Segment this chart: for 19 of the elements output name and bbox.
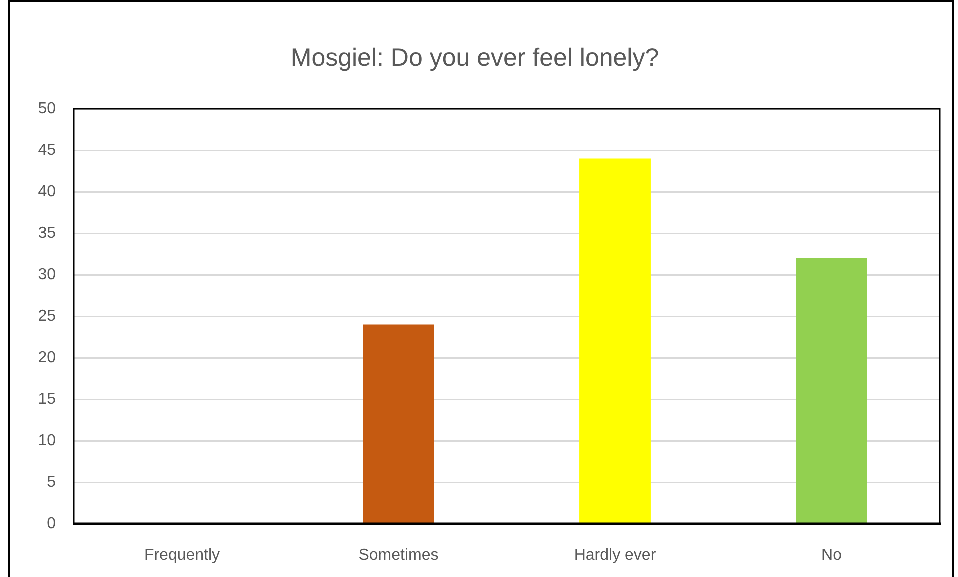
chart-title: Mosgiel: Do you ever feel lonely?	[290, 44, 660, 72]
y-tick-label: 35	[38, 224, 56, 242]
x-tick-label: Hardly ever	[574, 547, 657, 564]
bar	[580, 158, 651, 524]
y-tick-label: 0	[47, 515, 56, 532]
y-tick-label: 25	[38, 308, 56, 325]
y-tick-label: 20	[38, 349, 56, 366]
x-tick-label: Frequently	[144, 547, 220, 564]
y-tick-label: 50	[38, 100, 56, 118]
y-tick-label: 45	[38, 142, 56, 159]
y-tick-label: 5	[47, 474, 56, 491]
y-tick-label: 15	[38, 390, 56, 408]
y-tick-label: 40	[38, 183, 56, 200]
y-tick-label: 10	[38, 432, 56, 450]
bar	[796, 258, 868, 524]
y-tick-label: 30	[38, 266, 56, 284]
x-tick-label: No	[822, 547, 842, 564]
x-tick-label: Sometimes	[358, 547, 439, 564]
bar	[363, 324, 434, 524]
